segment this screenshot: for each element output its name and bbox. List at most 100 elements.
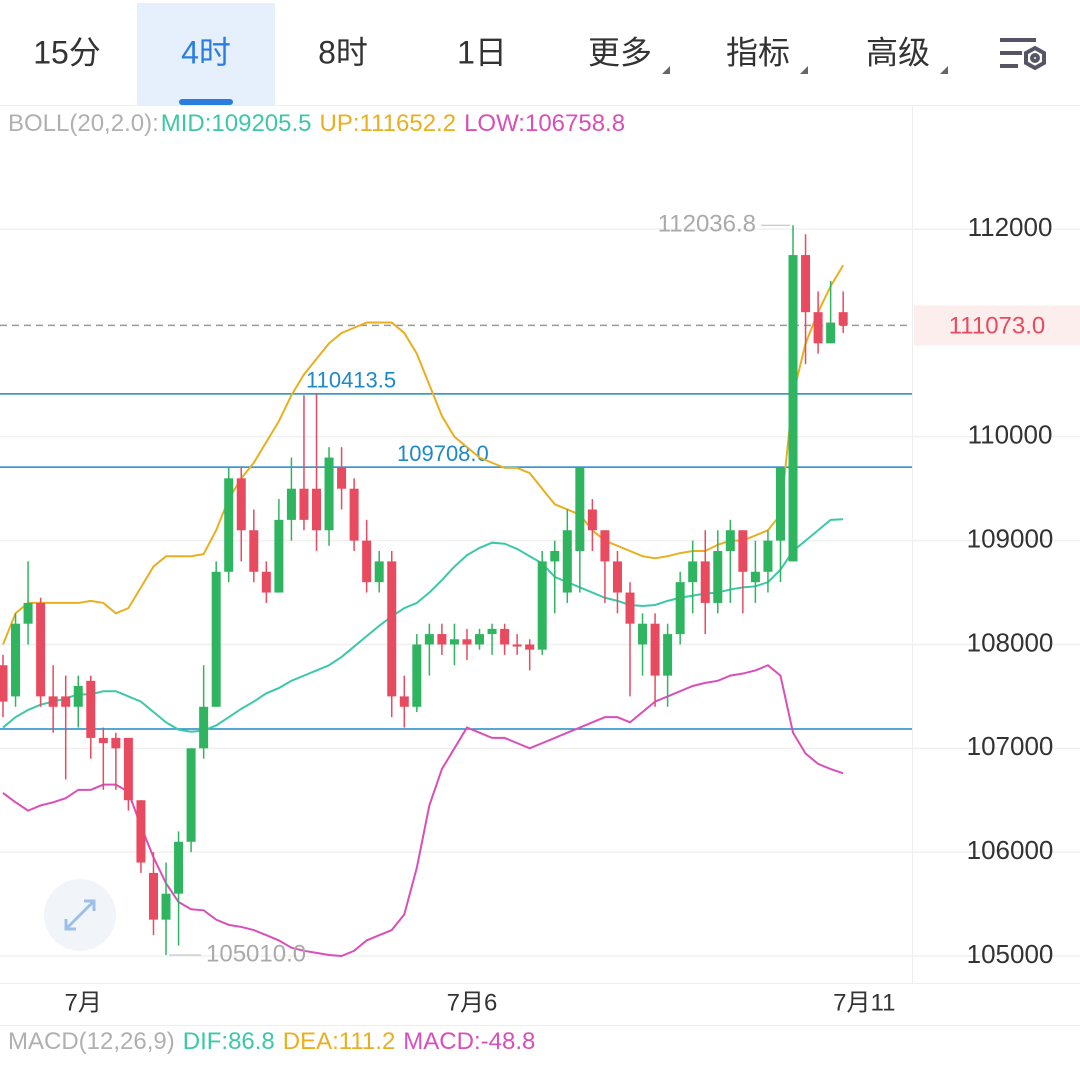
macd-legend-item: DIF:86.8 (183, 1028, 275, 1055)
candle-body (73, 686, 83, 707)
candle-body (111, 737, 121, 749)
candle-body (412, 644, 422, 707)
candle-body (713, 551, 723, 603)
tab[interactable]: 更多 (588, 34, 652, 70)
candle-body (199, 706, 209, 749)
candle-body (61, 696, 71, 707)
dropdown-arrow (800, 66, 808, 74)
tab-underline (179, 99, 233, 105)
candle-body (750, 571, 760, 583)
candle-body (161, 893, 171, 920)
low-marker-label: 105010.0 (206, 940, 306, 967)
x-tick-label: 7月 (65, 989, 102, 1016)
tab[interactable]: 指标 (726, 34, 790, 70)
boll-band (2, 264, 845, 645)
tab-bar: 15分 4时 8时 1日 更多 指标 高级 (33, 3, 948, 105)
macd-legend-item: DEA:111.2 (283, 1028, 396, 1055)
candle-body (249, 530, 259, 572)
candle-body (224, 478, 234, 572)
candle-body (0, 665, 8, 702)
candle-body (211, 571, 221, 707)
tab[interactable]: 高级 (866, 34, 930, 70)
candle-body (838, 312, 848, 326)
candle-body (186, 748, 196, 842)
expand-button[interactable] (44, 879, 116, 951)
candle-body (362, 540, 372, 583)
settings-icon[interactable] (1000, 38, 1046, 71)
macd-legend-item: MACD:-48.8 (403, 1028, 535, 1055)
candle-body (826, 322, 836, 344)
candle-body (763, 540, 773, 572)
candle-body (136, 800, 146, 863)
tab[interactable]: 8时 (318, 34, 368, 70)
boll-legend: BOLL(20,2.0):MID:109205.5 UP:111652.2 LOW:… (8, 110, 625, 137)
candle-body (387, 561, 397, 697)
candle-body (525, 644, 535, 650)
candle-body (638, 623, 648, 645)
candle-body (813, 312, 823, 344)
y-tick-label: 110000 (968, 420, 1053, 450)
candle-body (487, 628, 497, 635)
candle-body (700, 561, 710, 603)
candle-body (500, 628, 510, 645)
candle-body (36, 602, 46, 697)
candle-body (738, 530, 748, 572)
candle-body (236, 478, 246, 531)
x-tick-label: 7月11 (833, 989, 895, 1016)
grid: 105000 106000 107000 108000 109000 110000 1120… (0, 212, 1080, 1016)
candle-body (575, 467, 585, 552)
y-tick-label: 112000 (968, 212, 1053, 242)
legend-item: LOW:106758.8 (464, 110, 625, 137)
candle-body (562, 530, 572, 593)
candle-body (148, 872, 158, 920)
candle-body (600, 530, 610, 562)
candle-body (688, 561, 698, 583)
candle-body (462, 639, 472, 645)
candle-body (437, 634, 447, 645)
candle-body (725, 530, 735, 552)
candle-body (612, 561, 622, 593)
candle-body (86, 680, 96, 738)
y-tick-label: 106000 (967, 835, 1054, 865)
level-label: 110413.5 (306, 368, 396, 393)
macd-legend: MACD(12,26,9) DIF:86.8 DEA:111.2 MACD:-48.8 (8, 1028, 535, 1055)
tab[interactable]: 1日 (457, 34, 507, 70)
candle-body (675, 582, 685, 635)
candle-body (663, 634, 673, 676)
candle-body (123, 737, 133, 801)
legend-item: BOLL(20,2.0): (8, 110, 159, 137)
candle-body (550, 551, 560, 562)
last-price-label: 111073.0 (949, 313, 1046, 340)
tab[interactable]: 15分 (33, 34, 101, 70)
candle-body (48, 696, 58, 707)
candle-body (23, 602, 33, 624)
candle-body (349, 488, 359, 541)
candle-body (424, 634, 434, 645)
candle-body (337, 467, 347, 489)
x-tick-label: 7月6 (447, 989, 498, 1016)
candle-body (537, 561, 547, 650)
y-tick-label: 108000 (967, 627, 1054, 657)
candle-body (650, 623, 660, 676)
candle-body (274, 519, 284, 593)
tab-selected-bg (137, 3, 275, 105)
last-price-bg (914, 305, 1080, 346)
candle-body (801, 255, 811, 313)
y-tick-label: 105000 (967, 939, 1054, 969)
candle-body (374, 561, 384, 583)
candle-body (312, 488, 321, 531)
candle-body (261, 571, 271, 593)
candle-body (625, 592, 635, 624)
candle-body (449, 639, 459, 645)
candle-body (587, 509, 597, 531)
dropdown-arrow (662, 66, 670, 74)
candle-body (775, 467, 785, 541)
candle-body (324, 457, 334, 531)
candle-body (512, 644, 522, 647)
candle-body (399, 696, 409, 707)
tab[interactable]: 4时 (181, 34, 231, 70)
candle-body (299, 488, 309, 520)
candle-body (788, 255, 798, 562)
